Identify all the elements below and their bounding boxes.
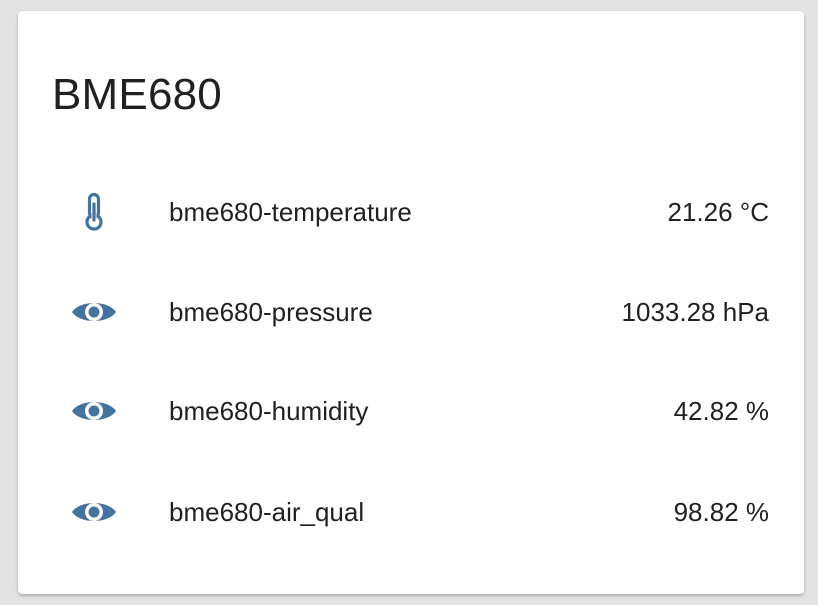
card-title: BME680 <box>52 70 222 119</box>
entity-name: bme680-air_qual <box>169 497 365 527</box>
entity-state: 1033.28 hPa <box>621 297 769 327</box>
entity-state: 42.82 % <box>673 396 769 426</box>
entities-card: BME680 bme680-temperature 21.26 °C bme68… <box>18 11 804 594</box>
eye-icon <box>70 290 118 334</box>
entity-name: bme680-temperature <box>169 197 412 227</box>
entity-row-temperature[interactable]: bme680-temperature 21.26 °C <box>18 182 804 242</box>
entity-name: bme680-humidity <box>169 396 369 426</box>
eye-icon <box>70 490 118 534</box>
entity-row-humidity[interactable]: bme680-humidity 42.82 % <box>18 381 804 441</box>
entity-row-air-qual[interactable]: bme680-air_qual 98.82 % <box>18 482 804 542</box>
thermometer-icon <box>70 190 118 234</box>
entity-state: 98.82 % <box>673 497 769 527</box>
entity-state: 21.26 °C <box>667 197 769 227</box>
eye-icon <box>70 389 118 433</box>
entity-name: bme680-pressure <box>169 297 373 327</box>
entity-row-pressure[interactable]: bme680-pressure 1033.28 hPa <box>18 282 804 342</box>
